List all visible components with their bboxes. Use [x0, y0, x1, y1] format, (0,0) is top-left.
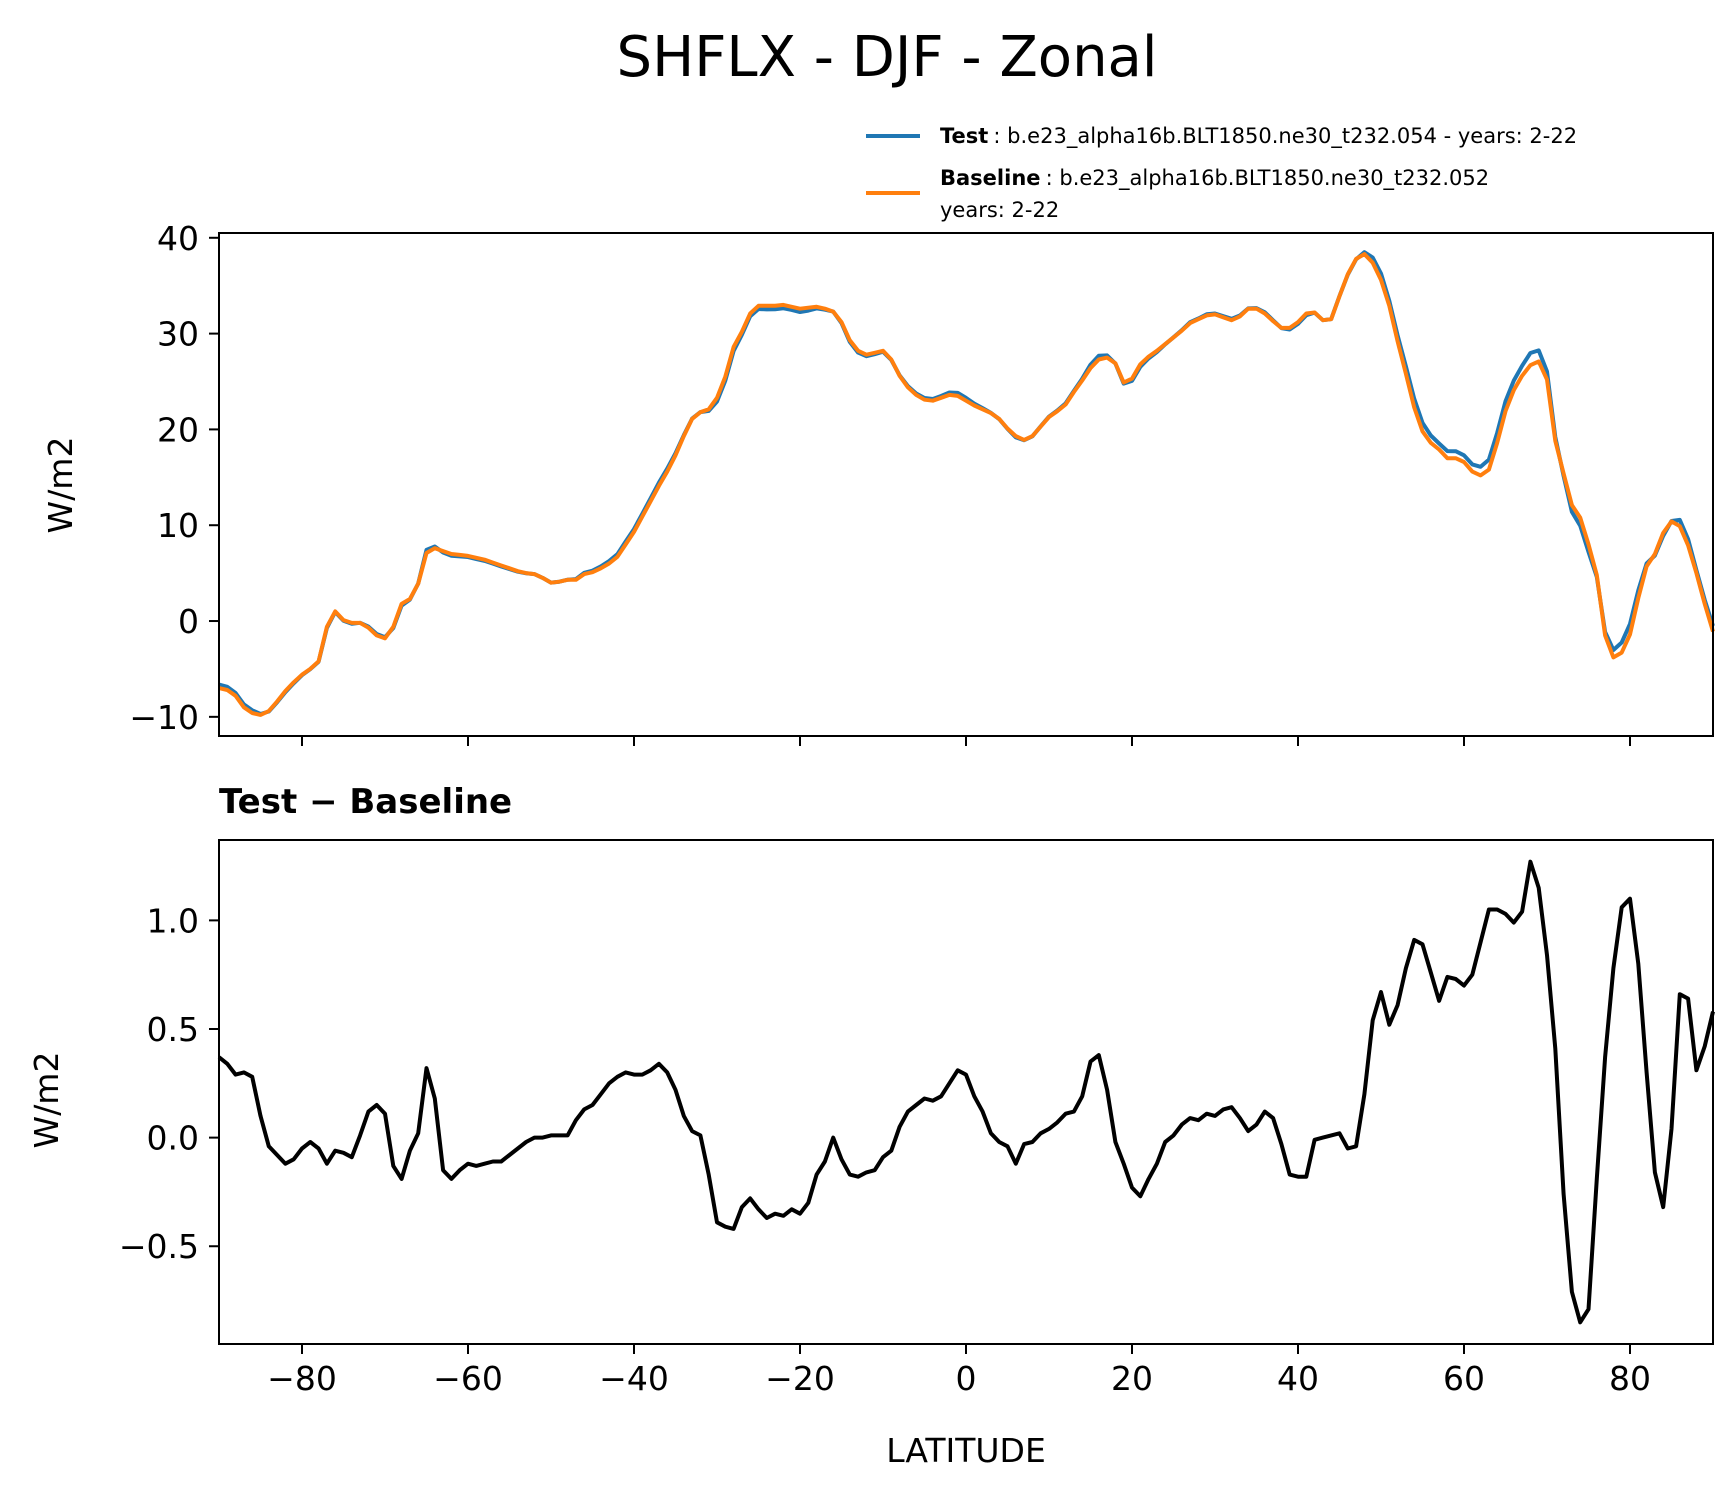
bottom-xtick-label: −60: [433, 1359, 503, 1398]
top-y-ticks: 40 30 20 10 0 −10: [129, 219, 219, 737]
chart-title: SHFLX - DJF - Zonal: [617, 25, 1158, 90]
bottom-y-ticks: 1.0 0.5 0.0 −0.5: [119, 901, 219, 1266]
legend-test-bold: Test: [940, 124, 988, 148]
bottom-xtick-label: −20: [765, 1359, 835, 1398]
top-x-ticks: [301, 736, 1631, 746]
legend-test-text: : b.e23_alpha16b.BLT1850.ne30_t232.054 -…: [993, 124, 1577, 149]
top-ytick-label: 10: [157, 506, 199, 545]
top-panel: 40 30 20 10 0 −10 W/m2: [41, 219, 1715, 746]
legend-label-baseline: Baseline : b.e23_alpha16b.BLT1850.ne30_t…: [940, 166, 1489, 191]
top-ytick-label: 40: [157, 219, 199, 258]
bottom-xtick-label: 40: [1277, 1359, 1319, 1398]
top-y-axis-label: W/m2: [41, 437, 80, 534]
baseline-series-line: [218, 252, 1715, 717]
legend-baseline-text: : b.e23_alpha16b.BLT1850.ne30_t232.052: [1046, 166, 1490, 191]
bottom-xtick-label: 0: [956, 1359, 977, 1398]
bottom-x-ticks: −80 −60 −40 −20 0 20 40 60 80: [267, 1344, 1651, 1398]
bottom-y-axis-label: W/m2: [27, 1052, 66, 1149]
top-ytick-label: 0: [178, 602, 199, 641]
bottom-xtick-label: 20: [1111, 1359, 1153, 1398]
diff-series-line: [217, 859, 1715, 1325]
bottom-ytick-label: −0.5: [119, 1227, 199, 1266]
bottom-ytick-label: 0.5: [147, 1010, 199, 1049]
bottom-plot-frame: [218, 839, 1714, 1345]
x-axis-label: LATITUDE: [886, 1431, 1046, 1470]
top-ytick-label: 30: [157, 315, 199, 354]
top-plot-frame: [218, 232, 1714, 737]
top-ytick-label: 20: [157, 410, 199, 449]
bottom-xtick-label: 60: [1443, 1359, 1485, 1398]
bottom-xtick-label: −80: [267, 1359, 337, 1398]
top-ytick-label: −10: [129, 698, 199, 737]
bottom-xtick-label: −40: [599, 1359, 669, 1398]
legend-baseline-bold: Baseline: [940, 166, 1041, 190]
bottom-ytick-label: 0.0: [147, 1119, 199, 1158]
bottom-ytick-label: 1.0: [147, 901, 199, 940]
legend: Test : b.e23_alpha16b.BLT1850.ne30_t232.…: [866, 124, 1577, 222]
legend-label-test: Test : b.e23_alpha16b.BLT1850.ne30_t232.…: [940, 124, 1577, 149]
diff-panel-title: Test − Baseline: [219, 782, 512, 822]
bottom-panel: Test − Baseline 1.00.50.0−0.5 −80 −60 −40−…: [27, 782, 1715, 1470]
test-series-line: [218, 250, 1715, 716]
bottom-xtick-label: 80: [1609, 1359, 1651, 1398]
legend-baseline-text2: years: 2-22: [940, 198, 1059, 222]
